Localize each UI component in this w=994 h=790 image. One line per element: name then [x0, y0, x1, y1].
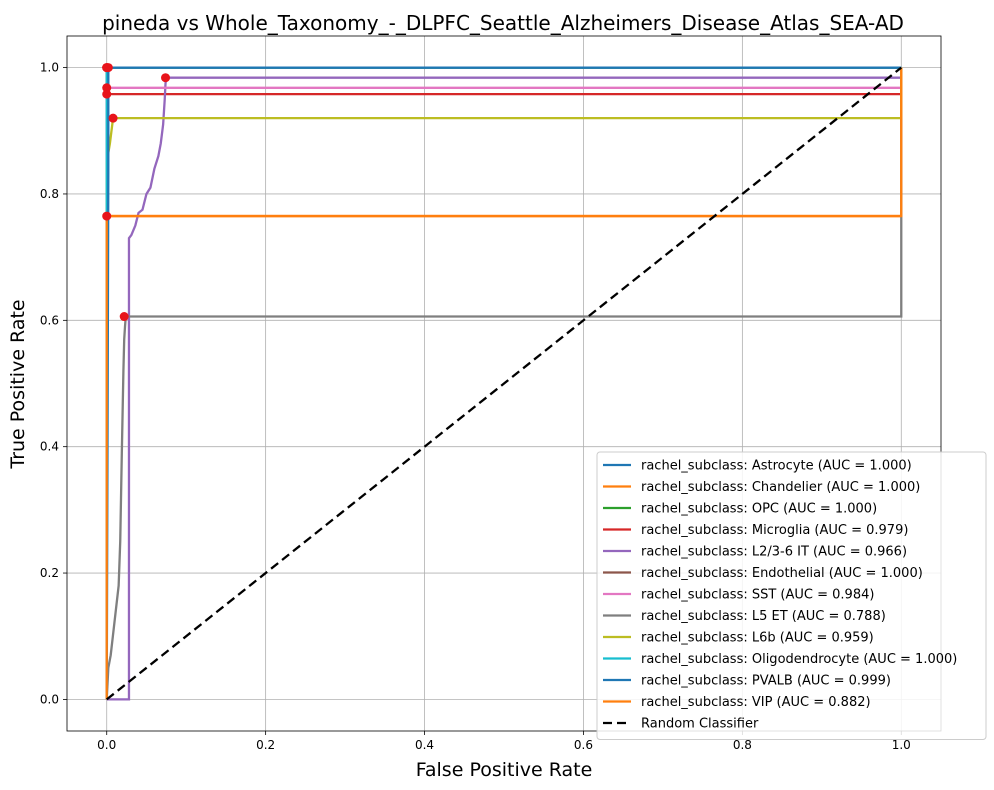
series-line-11 — [105, 67, 903, 700]
legend-box — [596, 451, 987, 740]
gridlines — [67, 36, 941, 731]
optimal-point — [102, 211, 112, 221]
x-tick-label: 0.0 — [97, 738, 116, 752]
legend-label: rachel_subclass: OPC (AUC = 1.000) — [641, 502, 877, 517]
x-tick-labels: 0.0 0.2 0.4 0.6 0.8 1.0 — [97, 738, 911, 752]
optimal-points — [102, 63, 171, 322]
series-line-12 — [106, 66, 902, 701]
optimal-point — [102, 83, 112, 93]
y-tick-labels: 0.0 0.2 0.4 0.6 0.8 1.0 — [40, 61, 59, 707]
legend-label: rachel_subclass: PVALB (AUC = 0.999) — [641, 674, 891, 689]
chart-title: pineda vs Whole_Taxonomy_-_DLPFC_Seattle… — [102, 11, 904, 35]
optimal-point — [161, 73, 171, 83]
legend: rachel_subclass: Astrocyte (AUC = 1.000)… — [596, 451, 987, 740]
x-tick-label: 1.0 — [892, 738, 911, 752]
y-tick-label: 0.2 — [40, 566, 59, 580]
x-axis-label: False Positive Rate — [416, 759, 593, 781]
optimal-point — [103, 63, 113, 73]
series-line-7 — [105, 67, 903, 700]
axes-border — [66, 35, 942, 732]
legend-label: rachel_subclass: Endothelial (AUC = 1.00… — [641, 566, 923, 581]
x-tick-label: 0.4 — [415, 738, 434, 752]
legend-label: Random Classifier — [641, 717, 759, 732]
legend-label: rachel_subclass: L2/3-6 IT (AUC = 0.966) — [641, 545, 907, 560]
optimal-point — [119, 312, 129, 322]
legend-label: rachel_subclass: SST (AUC = 0.984) — [641, 588, 874, 603]
legend-label: rachel_subclass: Oligodendrocyte (AUC = … — [641, 652, 957, 667]
x-tick-label: 0.2 — [256, 738, 275, 752]
legend-label: rachel_subclass: L6b (AUC = 0.959) — [641, 631, 874, 646]
legend-label: rachel_subclass: VIP (AUC = 0.882) — [641, 695, 871, 710]
y-tick-label: 1.0 — [40, 61, 59, 75]
y-axis-label: True Positive Rate — [7, 299, 29, 469]
legend-label: rachel_subclass: Microglia (AUC = 0.979) — [641, 523, 908, 538]
y-tick-label: 0.0 — [40, 692, 59, 706]
y-tick-label: 0.8 — [40, 187, 59, 201]
legend-label: rachel_subclass: Chandelier (AUC = 1.000… — [641, 480, 920, 495]
x-tick-label: 0.6 — [574, 738, 593, 752]
series-line-4 — [106, 67, 903, 701]
legend-label: rachel_subclass: L5 ET (AUC = 0.788) — [641, 609, 886, 624]
optimal-point — [102, 89, 112, 99]
legend-label: rachel_subclass: Astrocyte (AUC = 1.000) — [641, 459, 912, 474]
y-tick-label: 0.6 — [40, 313, 59, 327]
y-tick-label: 0.4 — [40, 440, 59, 454]
x-tick-label: 0.8 — [733, 738, 752, 752]
optimal-point — [108, 113, 118, 123]
